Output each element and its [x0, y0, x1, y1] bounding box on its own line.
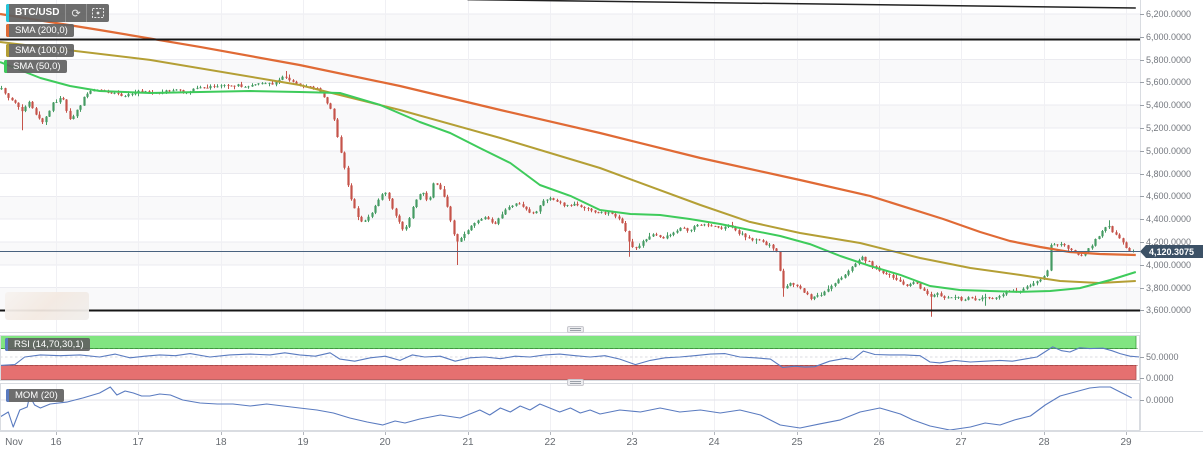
sma200-accent — [6, 24, 9, 37]
price-axis-label: 5,800.0000 — [1146, 55, 1192, 65]
mom-axis-label-0: 0.0000 — [1146, 395, 1174, 405]
rsi-axis-label-50: 50.0000 — [1146, 352, 1179, 362]
rsi-label: RSI (14,70,30,1) — [14, 338, 84, 350]
mom-label: MOM (20) — [15, 389, 58, 401]
time-axis-label: 26 — [873, 437, 885, 448]
time-axis-label: 25 — [791, 437, 803, 448]
time-axis-label: 24 — [708, 437, 720, 448]
price-axis-label: 4,800.0000 — [1146, 169, 1192, 179]
sma100-label: SMA (100,0) — [15, 44, 68, 56]
time-axis-label: 29 — [1120, 437, 1132, 448]
snapshot-button[interactable] — [87, 4, 109, 22]
time-axis-label: 16 — [50, 437, 62, 448]
price-axis-label: 6,000.0000 — [1146, 32, 1192, 42]
time-axis-label: 21 — [462, 437, 474, 448]
time-axis-label: 27 — [955, 437, 967, 448]
time-axis-label: 23 — [626, 437, 638, 448]
legend-sma50: SMA (50,0) — [4, 60, 67, 73]
legend-sma200: SMA (200,0) — [6, 24, 74, 37]
sma50-label: SMA (50,0) — [13, 60, 61, 72]
price-axis-label: 4,000.0000 — [1146, 260, 1192, 270]
panel-resize-grip[interactable] — [567, 379, 584, 386]
price-axis-label: 5,200.0000 — [1146, 123, 1192, 133]
price-axis-label: 5,600.0000 — [1146, 77, 1192, 87]
price-axis-label: 4,200.0000 — [1146, 237, 1192, 247]
price-axis-label: 3,800.0000 — [1146, 283, 1192, 293]
time-axis-label: 22 — [544, 437, 556, 448]
legend-rsi: RSI (14,70,30,1) — [5, 338, 90, 351]
sma50-accent — [4, 60, 7, 73]
watermark-blur — [5, 292, 89, 320]
price-axis-label: 5,000.0000 — [1146, 146, 1192, 156]
divider — [85, 4, 87, 22]
time-axis-label: 18 — [215, 437, 227, 448]
price-axis-label: 4,600.0000 — [1146, 191, 1192, 201]
time-axis-label: 28 — [1038, 437, 1050, 448]
legend-mom: MOM (20) — [6, 389, 64, 402]
legend-sma100: SMA (100,0) — [6, 44, 74, 57]
sma200-label: SMA (200,0) — [15, 24, 68, 36]
snapshot-icon — [91, 8, 104, 18]
price-axis-label: 6,200.0000 — [1146, 9, 1192, 19]
sma100-accent — [6, 44, 9, 57]
rsi-accent — [5, 338, 8, 351]
instrument-symbol: BTC/USD — [15, 7, 60, 18]
divider — [65, 4, 67, 22]
time-axis-label: 17 — [132, 437, 144, 448]
instrument-accent — [6, 4, 9, 22]
time-axis-label: Nov — [5, 437, 23, 448]
mom-accent — [6, 389, 9, 402]
time-axis-label: 19 — [297, 437, 309, 448]
last-price-tag: 4,120.3075 — [1140, 245, 1203, 258]
price-axis-label: 4,400.0000 — [1146, 214, 1192, 224]
time-axis-label: 20 — [379, 437, 391, 448]
price-axis-label: 3,600.0000 — [1146, 305, 1192, 315]
refresh-button[interactable]: ⟳ — [66, 4, 85, 22]
rsi-axis-label-0: 0.0000 — [1146, 373, 1174, 383]
panel-resize-grip[interactable] — [567, 326, 584, 333]
instrument-bar: BTC/USD ⟳ — [6, 4, 109, 22]
price-axis-label: 5,400.0000 — [1146, 100, 1192, 110]
